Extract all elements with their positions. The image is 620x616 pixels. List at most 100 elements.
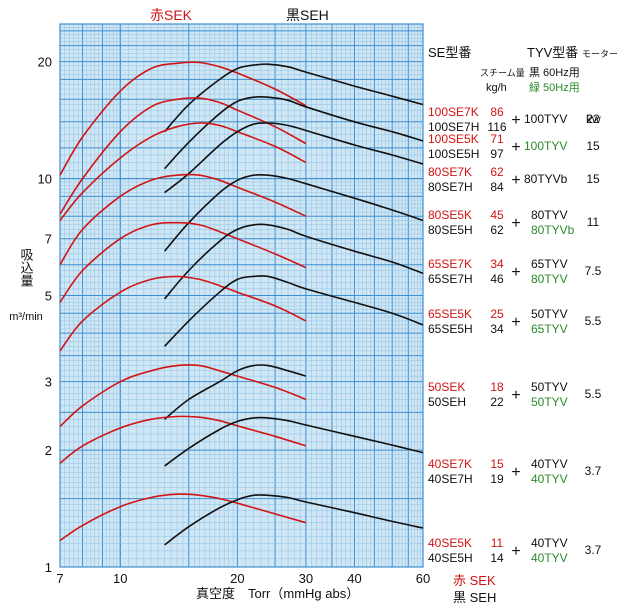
- bottom-legend-black: 黒 SEH: [453, 590, 496, 605]
- header-black-note: 黒 60Hz用: [529, 66, 580, 79]
- tyv-model-50hz: 65TYV: [531, 322, 568, 336]
- legend-red-label: 赤SEK: [150, 7, 193, 23]
- x-tick-label: 30: [299, 571, 313, 586]
- motor-kw: 3.7: [585, 464, 602, 478]
- series-line-100SE7K: [59, 61, 307, 176]
- model-label-h: 50SEH: [428, 395, 466, 409]
- series-line-50SEH: [164, 364, 307, 420]
- model-label-h: 40SE5H: [428, 551, 473, 565]
- steam-value-k: 71: [490, 132, 504, 146]
- y-axis-label-group: 吸込量 m³/min: [9, 248, 43, 323]
- plus-sign: +: [511, 264, 520, 281]
- plus-sign: +: [511, 172, 520, 189]
- model-label-k: 100SE5K: [428, 132, 479, 146]
- tyv-model-60hz: 50TYV: [531, 307, 568, 321]
- motor-kw: 22: [586, 112, 600, 126]
- steam-value-h: 22: [490, 395, 504, 409]
- y-tick-label: 2: [45, 443, 52, 458]
- x-axis-label: 真空度 Torr（mmHg abs）: [196, 586, 359, 601]
- model-label-h: 80SE7H: [428, 180, 473, 194]
- motor-kw: 3.7: [585, 543, 602, 557]
- steam-value-k: 15: [490, 457, 504, 471]
- plus-sign: +: [511, 215, 520, 232]
- plus-sign: +: [511, 387, 520, 404]
- model-label-h: 100SE5H: [428, 147, 479, 161]
- steam-value-h: 62: [490, 223, 504, 237]
- plus-sign: +: [511, 464, 520, 481]
- model-label-k: 100SE7K: [428, 105, 479, 119]
- x-tick-label: 60: [416, 571, 430, 586]
- tyv-model-60hz: 65TYV: [531, 257, 568, 271]
- header-se-model: SE型番: [428, 45, 471, 60]
- motor-kw: 11: [587, 215, 600, 229]
- model-label-h: 80SE5H: [428, 223, 473, 237]
- y-axis-unit: m³/min: [9, 311, 43, 323]
- series-line-50SEK: [59, 364, 307, 428]
- header-steam: スチーム量: [480, 68, 525, 78]
- tyv-model-50hz: 50TYV: [531, 395, 568, 409]
- y-tick-label: 5: [45, 289, 52, 304]
- series-line-40SE7K: [59, 415, 307, 464]
- model-label-k: 65SE5K: [428, 307, 472, 321]
- model-label-k: 40SE7K: [428, 457, 472, 471]
- series-line-65SE7H: [163, 223, 424, 300]
- tyv-model-60hz: 40TYV: [531, 457, 568, 471]
- steam-value-h: 19: [490, 472, 504, 486]
- grid: [59, 23, 424, 568]
- plot-border: [59, 23, 424, 568]
- model-label-k: 80SE5K: [428, 208, 472, 222]
- x-tick-label: 20: [230, 571, 244, 586]
- steam-value-k: 86: [490, 105, 504, 119]
- model-label-k: 80SE7K: [428, 165, 472, 179]
- legend-black-label: 黒SEH: [286, 7, 329, 23]
- tyv-model-60hz: 80TYV: [531, 208, 568, 222]
- header-tyv-model: TYV型番: [527, 45, 578, 60]
- motor-kw: 5.5: [585, 387, 602, 401]
- series-line-80SE7K: [59, 122, 307, 222]
- plus-sign: +: [511, 139, 520, 156]
- tyv-model-60hz: 40TYV: [531, 536, 568, 550]
- plus-sign: +: [511, 112, 520, 129]
- x-tick-label: 10: [113, 571, 127, 586]
- tyv-model: 100TYV: [524, 112, 567, 126]
- model-label-k: 65SE7K: [428, 257, 472, 271]
- series-line-40SE5K: [59, 493, 307, 542]
- tyv-model-50hz: 40TYV: [531, 472, 568, 486]
- steam-value-k: 45: [490, 208, 504, 222]
- x-tick-label: 7: [56, 571, 63, 586]
- tyv-model-60hz: 50TYV: [531, 380, 568, 394]
- steam-value-k: 11: [491, 536, 504, 550]
- header-green-note: 緑 50Hz用: [529, 80, 580, 94]
- series-line-100SE7H: [164, 63, 424, 133]
- series-line-40SE7H: [164, 416, 424, 467]
- motor-kw: 5.5: [585, 314, 602, 328]
- series-line-100SE5H: [164, 95, 424, 170]
- plus-sign: +: [511, 314, 520, 331]
- model-label-h: 65SE5H: [428, 322, 473, 336]
- plus-sign: +: [511, 543, 520, 560]
- steam-value-k: 18: [490, 380, 504, 394]
- steam-value-h: 84: [490, 180, 504, 194]
- series-line-80SE5H: [163, 173, 424, 252]
- motor-kw: 7.5: [585, 264, 602, 278]
- header-kw: kw: [586, 112, 601, 126]
- tyv-model-50hz: 40TYV: [531, 551, 568, 565]
- steam-value-h: 97: [490, 147, 504, 161]
- header-steam-unit: kg/h: [486, 82, 507, 94]
- series-line-80SE5K: [59, 173, 307, 266]
- x-tick-label: 40: [347, 571, 361, 586]
- series-line-80SE7H: [164, 122, 424, 194]
- motor-kw: 15: [586, 139, 600, 153]
- tyv-model: 80TYVb: [524, 172, 568, 186]
- series-line-65SE5K: [59, 275, 307, 352]
- series-line-65SE5H: [164, 275, 424, 347]
- steam-value-k: 62: [490, 165, 504, 179]
- tyv-model-50hz: 80TYVb: [531, 223, 575, 237]
- tyv-model-50hz: 80TYV: [531, 272, 568, 286]
- series-line-100SE5K: [59, 97, 307, 215]
- series-line-65SE7K: [59, 221, 307, 303]
- series-line-40SE5H: [164, 494, 424, 546]
- model-label-h: 40SE7H: [428, 472, 473, 486]
